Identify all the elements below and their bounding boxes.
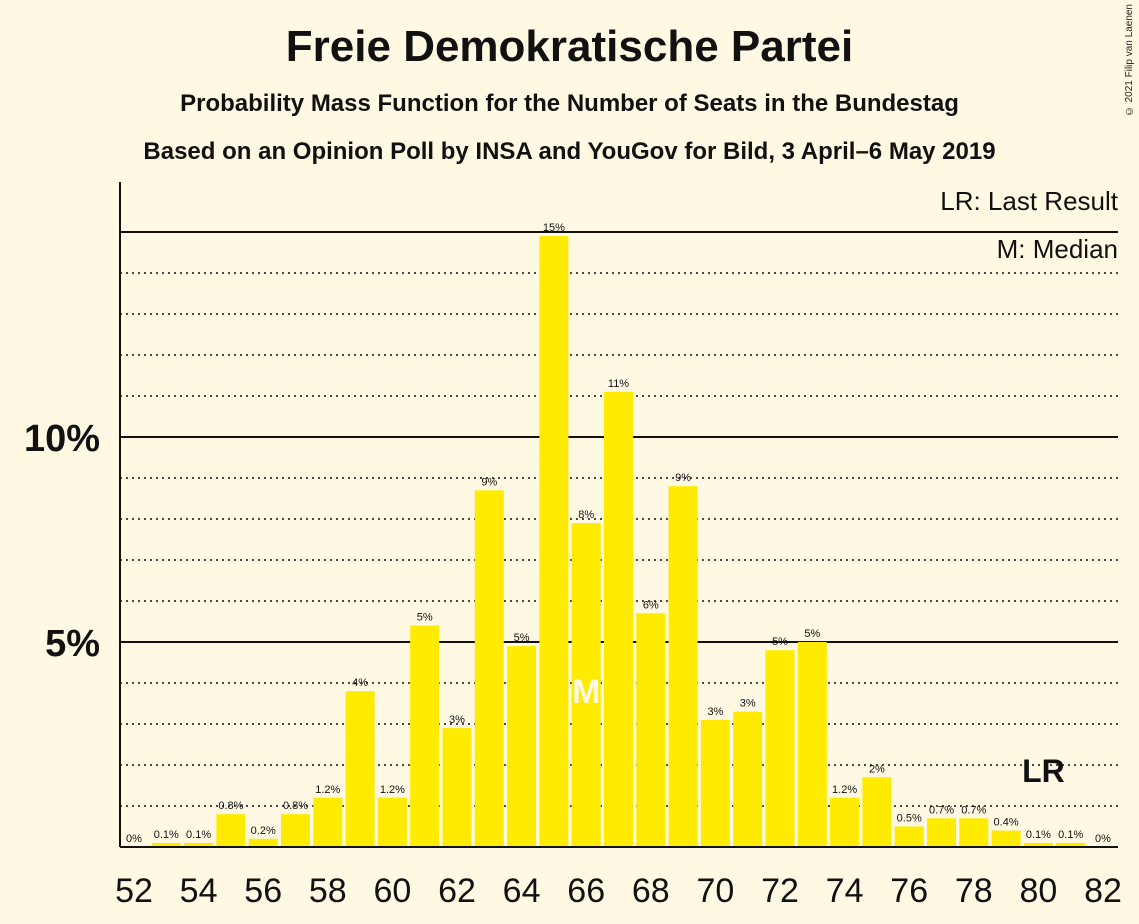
bar-label-72: 5% bbox=[772, 636, 788, 648]
bars bbox=[151, 236, 1086, 848]
bar-64 bbox=[507, 646, 537, 847]
bar-label-59: 4% bbox=[352, 677, 368, 689]
bar-label-61: 5% bbox=[417, 612, 433, 624]
bar-68 bbox=[636, 613, 666, 847]
x-tick-54: 54 bbox=[180, 872, 218, 910]
bar-label-76: 0.5% bbox=[897, 813, 922, 825]
x-tick-52: 52 bbox=[115, 872, 153, 910]
bar-label-68: 6% bbox=[643, 599, 659, 611]
bar-label-77: 0.7% bbox=[929, 804, 954, 816]
bar-74 bbox=[830, 797, 860, 847]
chart-source: Based on an Opinion Poll by INSA and You… bbox=[143, 138, 996, 165]
bar-label-82: 0% bbox=[1095, 833, 1111, 845]
bar-label-57: 0.8% bbox=[283, 800, 308, 812]
bar-label-52: 0% bbox=[126, 833, 142, 845]
bar-58 bbox=[313, 797, 343, 847]
bar-label-60: 1.2% bbox=[380, 784, 405, 796]
bar-80 bbox=[1023, 842, 1053, 847]
markers: M LR bbox=[572, 673, 1065, 789]
bar-label-70: 3% bbox=[707, 706, 723, 718]
chart-subtitle: Probability Mass Function for the Number… bbox=[180, 90, 959, 117]
y-tick-5: 5% bbox=[45, 623, 100, 665]
bar-label-64: 5% bbox=[514, 632, 530, 644]
bar-63 bbox=[474, 490, 504, 847]
bar-label-54: 0.1% bbox=[186, 829, 211, 841]
bar-61 bbox=[410, 625, 440, 847]
bar-value-labels: 0% 0.1% 0.1% 0.8% 0.2% 0.8% 1.2% 4% 1.2% 5% 3% 9% 5%… bbox=[126, 222, 1111, 845]
x-tick-62: 62 bbox=[438, 872, 476, 910]
bar-label-78: 0.7% bbox=[961, 804, 986, 816]
bar-55 bbox=[216, 814, 246, 847]
bar-label-62: 3% bbox=[449, 714, 465, 726]
x-tick-56: 56 bbox=[244, 872, 282, 910]
bar-73 bbox=[797, 642, 827, 847]
bar-label-55: 0.8% bbox=[218, 800, 243, 812]
bar-75 bbox=[862, 777, 892, 847]
axes bbox=[119, 182, 1118, 848]
bar-76 bbox=[894, 826, 924, 847]
bar-label-56: 0.2% bbox=[251, 825, 276, 837]
bar-62 bbox=[442, 728, 472, 847]
bar-label-66: 8% bbox=[578, 509, 594, 521]
bar-label-58: 1.2% bbox=[315, 784, 340, 796]
bar-65 bbox=[539, 236, 569, 848]
x-tick-76: 76 bbox=[890, 872, 928, 910]
bar-69 bbox=[668, 486, 698, 847]
bar-59 bbox=[345, 691, 375, 847]
bar-77 bbox=[927, 818, 956, 847]
bar-label-73: 5% bbox=[804, 628, 820, 640]
bar-label-79: 0.4% bbox=[994, 817, 1019, 829]
tick-labels: 52 54 56 58 60 62 64 66 68 70 72 74 76 78 80 82 5% 10% bbox=[24, 418, 1122, 910]
x-tick-60: 60 bbox=[373, 872, 411, 910]
bar-label-81: 0.1% bbox=[1058, 829, 1083, 841]
bar-72 bbox=[765, 650, 795, 847]
bar-78 bbox=[959, 818, 989, 847]
bar-81 bbox=[1056, 842, 1086, 847]
x-tick-78: 78 bbox=[955, 872, 993, 910]
x-tick-66: 66 bbox=[567, 872, 605, 910]
y-tick-10: 10% bbox=[24, 418, 100, 460]
bar-79 bbox=[991, 830, 1021, 847]
bar-66 bbox=[571, 523, 601, 847]
bar-53 bbox=[151, 842, 181, 847]
bar-label-74: 1.2% bbox=[832, 784, 857, 796]
bar-label-69: 9% bbox=[675, 472, 691, 484]
bar-54 bbox=[184, 842, 214, 847]
x-tick-82: 82 bbox=[1084, 872, 1122, 910]
bar-label-71: 3% bbox=[740, 698, 756, 710]
bar-label-65: 15% bbox=[543, 222, 565, 234]
legend-median: M: Median bbox=[997, 234, 1118, 264]
bar-71 bbox=[733, 711, 763, 847]
bar-56 bbox=[248, 838, 278, 847]
bar-67 bbox=[604, 391, 633, 847]
bar-60 bbox=[377, 797, 407, 847]
bar-label-63: 9% bbox=[481, 476, 497, 488]
x-tick-80: 80 bbox=[1019, 872, 1057, 910]
chart-title: Freie Demokratische Partei bbox=[285, 22, 854, 71]
bar-label-75: 2% bbox=[869, 763, 885, 775]
bar-label-53: 0.1% bbox=[154, 829, 179, 841]
legend-last-result: LR: Last Result bbox=[940, 186, 1119, 216]
bar-label-67: 11% bbox=[608, 378, 629, 390]
bar-57 bbox=[281, 814, 310, 847]
x-tick-74: 74 bbox=[826, 872, 864, 910]
x-tick-58: 58 bbox=[309, 872, 347, 910]
x-tick-64: 64 bbox=[503, 872, 541, 910]
x-tick-70: 70 bbox=[696, 872, 734, 910]
median-marker: M bbox=[572, 673, 600, 711]
x-tick-72: 72 bbox=[761, 872, 799, 910]
bar-70 bbox=[700, 719, 730, 847]
last-result-marker: LR bbox=[1022, 753, 1065, 789]
bar-label-80: 0.1% bbox=[1026, 829, 1051, 841]
x-tick-68: 68 bbox=[632, 872, 670, 910]
